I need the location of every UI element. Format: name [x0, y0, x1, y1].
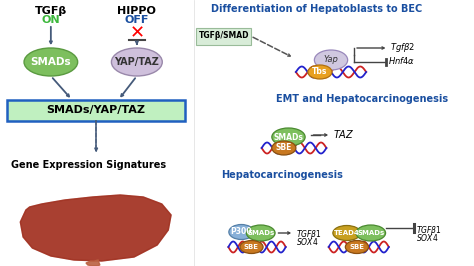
- Text: SMADs: SMADs: [247, 230, 274, 236]
- Ellipse shape: [272, 141, 296, 155]
- Ellipse shape: [246, 225, 275, 241]
- Text: $\it{TGF\beta1}$: $\it{TGF\beta1}$: [416, 224, 442, 237]
- Text: $\it{TAZ}$: $\it{TAZ}$: [333, 128, 355, 140]
- Ellipse shape: [111, 48, 162, 76]
- Ellipse shape: [308, 65, 332, 79]
- Text: SMADs: SMADs: [273, 132, 303, 142]
- Text: YAP/TAZ: YAP/TAZ: [114, 57, 159, 67]
- Text: SMADs: SMADs: [357, 230, 384, 236]
- Ellipse shape: [333, 226, 361, 240]
- Text: SBE: SBE: [244, 244, 259, 250]
- Text: $\it{TGF\beta1}$: $\it{TGF\beta1}$: [296, 228, 322, 241]
- Text: Differentiation of Hepatoblasts to BEC: Differentiation of Hepatoblasts to BEC: [210, 4, 422, 14]
- Text: SBE: SBE: [276, 143, 292, 152]
- Text: EMT and Hepatocarcinogenesis: EMT and Hepatocarcinogenesis: [275, 94, 447, 104]
- Text: P300: P300: [230, 227, 252, 236]
- Text: $\it{SOX4}$: $\it{SOX4}$: [416, 232, 438, 243]
- Text: TEAD4: TEAD4: [334, 230, 360, 236]
- Ellipse shape: [346, 240, 368, 253]
- Ellipse shape: [240, 240, 263, 253]
- Text: TGFβ: TGFβ: [35, 6, 67, 16]
- Text: $\it{SOX4}$: $\it{SOX4}$: [296, 236, 319, 247]
- FancyBboxPatch shape: [197, 27, 251, 44]
- Text: Hepatocarcinogenesis: Hepatocarcinogenesis: [221, 170, 343, 180]
- Text: $\it{Tgf\beta2}$: $\it{Tgf\beta2}$: [390, 40, 415, 53]
- Text: OFF: OFF: [125, 15, 149, 25]
- Text: SBE: SBE: [349, 244, 365, 250]
- Text: SMADs/YAP/TAZ: SMADs/YAP/TAZ: [46, 105, 146, 115]
- Polygon shape: [20, 195, 171, 261]
- Ellipse shape: [272, 128, 305, 146]
- Ellipse shape: [229, 225, 254, 239]
- Ellipse shape: [24, 48, 78, 76]
- Text: Gene Expression Signatures: Gene Expression Signatures: [11, 160, 166, 170]
- Polygon shape: [86, 260, 100, 266]
- Text: Yap: Yap: [324, 56, 338, 64]
- Text: TGFβ/SMAD: TGFβ/SMAD: [199, 31, 249, 40]
- FancyBboxPatch shape: [7, 99, 185, 120]
- Text: ✕: ✕: [129, 24, 145, 42]
- Text: Tbs: Tbs: [312, 68, 328, 77]
- Text: HIPPO: HIPPO: [118, 6, 156, 16]
- Ellipse shape: [314, 50, 347, 70]
- Text: SMADs: SMADs: [30, 57, 71, 67]
- Ellipse shape: [356, 225, 385, 241]
- Polygon shape: [20, 195, 171, 261]
- Text: $\it{Hnf4\alpha}$: $\it{Hnf4\alpha}$: [388, 56, 416, 66]
- Text: ON: ON: [42, 15, 60, 25]
